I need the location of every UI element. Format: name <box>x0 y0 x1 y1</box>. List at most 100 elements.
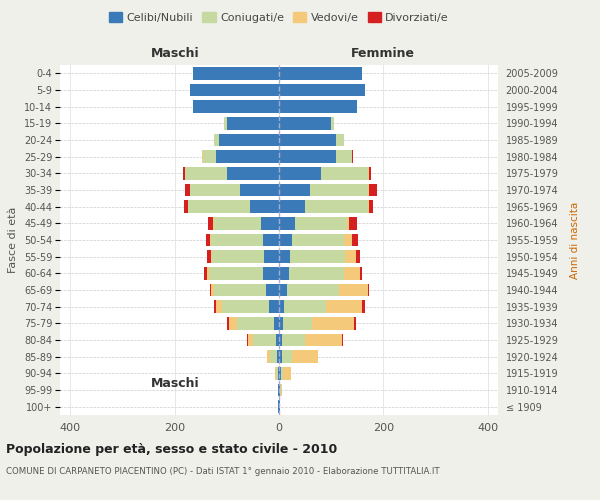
Text: Femmine: Femmine <box>351 47 415 60</box>
Y-axis label: Anni di nascita: Anni di nascita <box>569 202 580 278</box>
Bar <box>221 300 269 313</box>
Bar <box>237 317 274 330</box>
Bar <box>337 134 344 146</box>
Bar <box>279 184 310 196</box>
Text: COMUNE DI CARPANETO PIACENTINO (PC) - Dati ISTAT 1° gennaio 2010 - Elaborazione : COMUNE DI CARPANETO PIACENTINO (PC) - Da… <box>6 468 440 476</box>
Bar <box>289 267 344 280</box>
Bar <box>214 284 266 296</box>
Bar <box>274 317 279 330</box>
Bar <box>295 217 347 230</box>
Bar <box>210 234 211 246</box>
Bar <box>211 250 212 263</box>
Bar <box>219 134 279 146</box>
Bar <box>281 367 283 380</box>
Bar <box>349 217 357 230</box>
Bar <box>279 84 365 96</box>
Text: Popolazione per età, sesso e stato civile - 2010: Popolazione per età, sesso e stato civil… <box>6 442 337 456</box>
Y-axis label: Fasce di età: Fasce di età <box>8 207 19 273</box>
Bar <box>356 250 360 263</box>
Bar <box>188 200 250 213</box>
Bar <box>278 367 279 380</box>
Bar <box>305 334 341 346</box>
Bar <box>344 267 360 280</box>
Bar <box>362 300 365 313</box>
Bar <box>368 184 377 196</box>
Bar <box>263 234 279 246</box>
Bar <box>279 284 287 296</box>
Bar <box>279 317 283 330</box>
Bar <box>185 167 227 179</box>
Bar <box>182 167 185 179</box>
Bar <box>277 350 279 363</box>
Bar <box>360 267 362 280</box>
Bar <box>312 317 353 330</box>
Bar <box>353 317 356 330</box>
Bar <box>281 384 282 396</box>
Bar <box>206 234 210 246</box>
Bar <box>266 284 279 296</box>
Bar <box>224 117 227 130</box>
Bar <box>287 284 339 296</box>
Bar <box>292 350 318 363</box>
Bar <box>240 184 279 196</box>
Bar <box>352 150 353 163</box>
Bar <box>279 150 337 163</box>
Bar <box>279 267 289 280</box>
Bar <box>214 300 217 313</box>
Bar <box>265 250 279 263</box>
Bar <box>352 234 358 246</box>
Bar <box>214 217 261 230</box>
Bar <box>209 267 263 280</box>
Bar <box>248 334 253 346</box>
Legend: Celibi/Nubili, Coniugati/e, Vedovi/e, Divorziati/e: Celibi/Nubili, Coniugati/e, Vedovi/e, Di… <box>104 8 454 27</box>
Bar <box>368 167 371 179</box>
Bar <box>347 217 349 230</box>
Bar <box>277 367 278 380</box>
Bar <box>279 67 362 80</box>
Bar <box>247 334 248 346</box>
Bar <box>279 234 292 246</box>
Bar <box>261 217 279 230</box>
Bar <box>227 117 279 130</box>
Bar <box>326 300 362 313</box>
Bar <box>207 250 211 263</box>
Bar <box>368 284 369 296</box>
Bar <box>279 117 331 130</box>
Bar <box>267 350 269 363</box>
Bar <box>279 350 281 363</box>
Bar <box>341 334 343 346</box>
Bar <box>281 334 305 346</box>
Bar <box>207 267 209 280</box>
Bar <box>211 234 263 246</box>
Bar <box>269 300 279 313</box>
Bar <box>279 250 290 263</box>
Bar <box>185 184 190 196</box>
Bar <box>214 134 219 146</box>
Bar <box>193 67 279 80</box>
Bar <box>208 217 213 230</box>
Bar <box>292 234 344 246</box>
Bar <box>205 267 207 280</box>
Text: Maschi: Maschi <box>151 47 199 60</box>
Bar <box>217 300 221 313</box>
Bar <box>217 150 279 163</box>
Bar <box>279 384 280 396</box>
Bar <box>331 117 334 130</box>
Bar <box>184 200 188 213</box>
Bar <box>275 367 277 380</box>
Bar <box>202 150 203 163</box>
Bar <box>211 284 214 296</box>
Bar <box>253 334 277 346</box>
Bar <box>190 184 240 196</box>
Bar <box>227 317 229 330</box>
Bar <box>337 150 352 163</box>
Bar <box>279 100 357 113</box>
Bar <box>369 200 373 213</box>
Bar <box>279 134 337 146</box>
Bar <box>339 284 368 296</box>
Bar <box>213 217 214 230</box>
Bar <box>283 367 291 380</box>
Bar <box>229 317 237 330</box>
Bar <box>344 234 352 246</box>
Bar <box>310 184 368 196</box>
